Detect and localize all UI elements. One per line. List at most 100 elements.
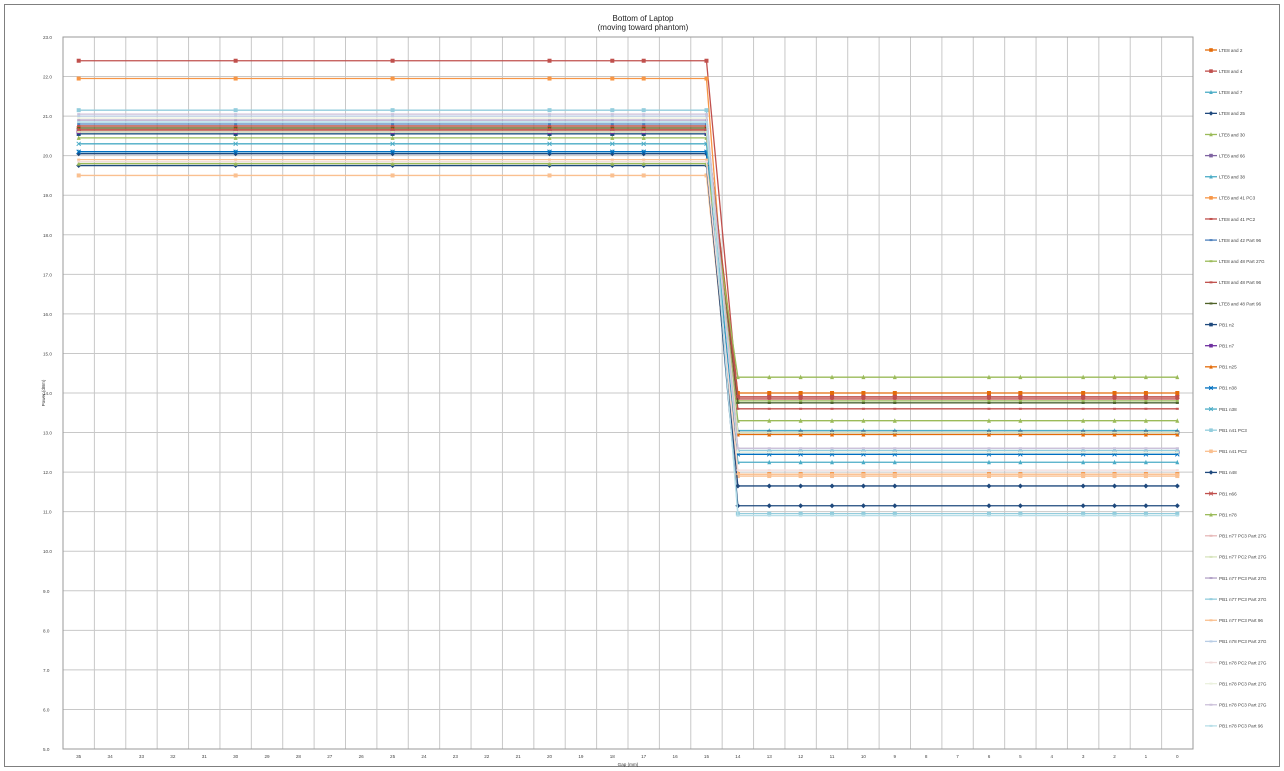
legend-label: PB1 n38 xyxy=(1219,407,1237,412)
data-point xyxy=(829,503,835,509)
data-point xyxy=(1144,447,1148,450)
data-point xyxy=(767,391,772,395)
legend-label: PB1 n41 PC2 xyxy=(1219,449,1247,454)
data-point xyxy=(830,397,834,400)
x-tick-label: 10 xyxy=(861,754,867,759)
data-point xyxy=(77,160,81,163)
data-point xyxy=(987,399,991,402)
legend-label: LTE8 and 48 Part 96 xyxy=(1219,301,1261,306)
data-point xyxy=(1209,449,1213,454)
legend-item: PB1 n25 xyxy=(1205,364,1237,370)
data-point xyxy=(390,135,395,140)
legend-label: LTE8 and 4 xyxy=(1219,69,1243,74)
data-point xyxy=(1113,447,1117,450)
data-point xyxy=(861,418,866,423)
data-point xyxy=(548,160,552,163)
data-point xyxy=(1081,451,1085,454)
legend-item: PB1 n38 xyxy=(1205,407,1237,412)
data-point xyxy=(1113,473,1117,476)
data-point xyxy=(1174,394,1180,400)
data-point xyxy=(830,418,835,423)
data-point xyxy=(1018,399,1022,402)
data-point xyxy=(830,474,835,479)
data-point xyxy=(610,58,615,63)
data-point xyxy=(1175,399,1179,402)
data-point xyxy=(610,76,615,81)
data-point xyxy=(892,394,898,400)
data-point xyxy=(704,113,708,116)
line-chart: Bottom of Laptop (moving toward phantom)… xyxy=(41,14,1267,767)
data-point xyxy=(830,449,834,452)
data-point xyxy=(1209,555,1213,558)
x-tick-label: 20 xyxy=(547,754,553,759)
data-point xyxy=(736,469,740,472)
legend-label: PB1 n7 xyxy=(1219,343,1235,348)
data-point xyxy=(233,149,238,155)
data-point xyxy=(1144,431,1148,434)
legend-item: PB1 n66 xyxy=(1205,491,1237,496)
data-point xyxy=(861,511,866,516)
series-line xyxy=(78,164,1178,487)
data-point xyxy=(767,418,772,423)
data-point xyxy=(1209,512,1213,517)
data-point xyxy=(830,374,835,380)
data-point xyxy=(77,119,81,122)
data-point xyxy=(1174,503,1180,509)
data-point xyxy=(1209,217,1213,220)
data-point xyxy=(986,418,991,423)
data-point xyxy=(1113,451,1117,454)
legend-item: LTE8 and 38 xyxy=(1205,174,1245,180)
y-tick-label: 21.0 xyxy=(43,114,52,119)
x-tick-label: 1 xyxy=(1145,754,1148,759)
data-point xyxy=(1209,153,1213,158)
data-point xyxy=(892,418,897,423)
data-point xyxy=(1174,483,1180,489)
data-point xyxy=(799,397,803,400)
data-point xyxy=(76,108,81,113)
data-point xyxy=(548,115,552,118)
data-point xyxy=(1209,534,1213,537)
data-point xyxy=(548,130,552,133)
data-point xyxy=(642,160,646,163)
legend-label: LTE8 and 38 xyxy=(1219,175,1245,180)
data-point xyxy=(77,115,81,118)
x-tick-label: 29 xyxy=(264,754,270,759)
series xyxy=(77,121,1179,517)
data-point xyxy=(830,447,834,450)
data-point xyxy=(610,121,614,124)
data-point xyxy=(77,130,81,133)
data-point xyxy=(892,483,898,489)
data-point xyxy=(1018,469,1022,472)
data-point xyxy=(233,76,238,81)
data-point xyxy=(390,173,395,178)
data-point xyxy=(233,58,238,63)
data-point xyxy=(766,503,772,509)
data-point xyxy=(893,514,897,517)
data-point xyxy=(735,474,740,479)
legend-item: PB1 n78 PC3 Part 96 xyxy=(1205,724,1263,729)
data-point xyxy=(767,511,772,516)
data-point xyxy=(736,514,740,517)
data-point xyxy=(892,511,897,516)
data-point xyxy=(641,149,647,155)
legend-label: LTE8 and 41 PC3 xyxy=(1219,196,1256,201)
legend-label: PB1 n2 xyxy=(1219,322,1235,327)
data-point xyxy=(798,418,803,423)
legend-label: LTE8 and 25 xyxy=(1219,111,1245,116)
x-tick-label: 21 xyxy=(516,754,522,759)
data-point xyxy=(1209,239,1213,242)
data-point xyxy=(1209,703,1213,706)
series xyxy=(77,130,1179,434)
data-point xyxy=(987,451,991,454)
data-point xyxy=(860,503,866,509)
y-tick-label: 15.0 xyxy=(43,351,52,356)
x-tick-label: 11 xyxy=(830,754,835,759)
legend-item: PB1 n41 PC3 xyxy=(1205,428,1247,433)
data-point xyxy=(1175,514,1179,517)
data-point xyxy=(547,76,552,81)
data-point xyxy=(548,117,552,120)
data-point xyxy=(547,173,552,178)
data-point xyxy=(391,119,395,122)
legend-item: LTE8 and 2 xyxy=(1205,48,1243,53)
data-point xyxy=(1208,470,1214,475)
